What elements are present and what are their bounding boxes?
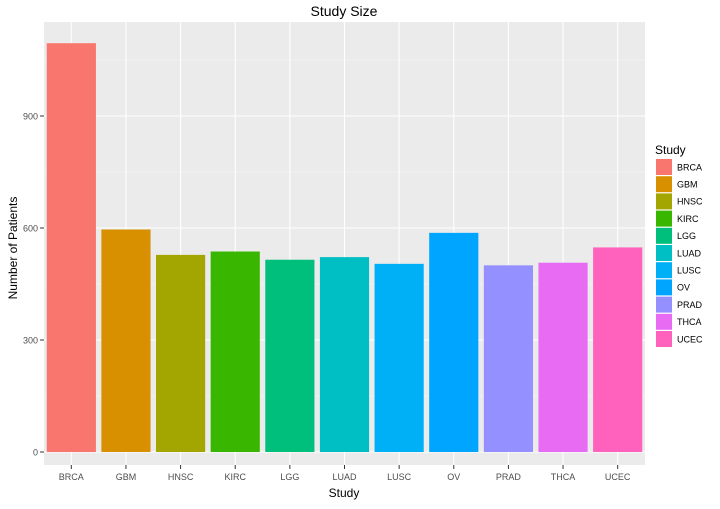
- bar-prad: [483, 265, 533, 452]
- legend-label: PRAD: [677, 300, 703, 310]
- legend-title: Study: [655, 143, 686, 157]
- legend-key-luad: [656, 245, 672, 261]
- bar-ucec: [593, 247, 643, 452]
- y-axis: 0 300 600 900: [23, 112, 44, 458]
- y-tick-label: 0: [33, 448, 38, 458]
- bar-gbm: [101, 229, 151, 452]
- x-tick-label: LGG: [280, 472, 299, 482]
- legend-key-gbm: [656, 176, 672, 193]
- plot-panel: [44, 22, 645, 465]
- x-tick-label: PRAD: [496, 472, 522, 482]
- bar-lusc: [374, 263, 424, 452]
- legend-label: OV: [677, 283, 690, 293]
- legend-key-brca: [656, 159, 672, 175]
- bar-kirc: [210, 251, 260, 452]
- legend-key-kirc: [656, 210, 672, 227]
- legend-key-lusc: [656, 262, 672, 279]
- legend-key-hnsc: [656, 193, 672, 210]
- legend-items: BRCA GBM HNSC KIRC LGG LUAD LUSC OV PRAD THCA UCEC: [656, 159, 703, 347]
- x-tick-label: THCA: [551, 472, 576, 482]
- legend-key-lgg: [656, 227, 672, 244]
- legend: Study BRCA GBM HNSC KIRC LGG LUAD LUSC OV PRAD TH…: [655, 143, 703, 347]
- y-tick-label: 300: [23, 336, 38, 346]
- legend-label: LUSC: [677, 266, 702, 276]
- legend-key-thca: [656, 313, 672, 330]
- legend-label: LGG: [677, 231, 696, 241]
- legend-label: GBM: [677, 180, 698, 190]
- x-axis-title: Study: [329, 486, 360, 500]
- bar-luad: [319, 257, 370, 452]
- x-tick-label: UCEC: [605, 472, 631, 482]
- legend-label: KIRC: [677, 214, 699, 224]
- legend-key-ucec: [656, 331, 672, 347]
- x-tick-label: LUAD: [332, 472, 357, 482]
- legend-label: HNSC: [677, 197, 703, 207]
- x-axis: BRCA GBM HNSC KIRC LGG LUAD LUSC OV PRAD THCA UCEC: [59, 465, 631, 482]
- legend-label: BRCA: [677, 162, 702, 172]
- y-tick-label: 900: [23, 112, 38, 122]
- bar-brca: [46, 43, 96, 452]
- legend-label: THCA: [677, 317, 702, 327]
- y-tick-label: 600: [23, 224, 38, 234]
- bar-lgg: [265, 259, 315, 452]
- x-tick-label: LUSC: [387, 472, 412, 482]
- chart-title: Study Size: [311, 3, 378, 19]
- legend-key-prad: [656, 296, 672, 313]
- bar-thca: [538, 262, 588, 452]
- legend-label: UCEC: [677, 334, 703, 344]
- bar-ov: [429, 232, 479, 452]
- legend-label: LUAD: [677, 248, 702, 258]
- x-tick-label: KIRC: [224, 472, 246, 482]
- bar-hnsc: [156, 254, 206, 452]
- x-tick-label: OV: [447, 472, 460, 482]
- legend-key-ov: [656, 279, 672, 296]
- x-tick-label: BRCA: [59, 472, 84, 482]
- y-axis-title: Number of Patients: [6, 197, 20, 300]
- x-tick-label: HNSC: [168, 472, 194, 482]
- x-tick-label: GBM: [116, 472, 137, 482]
